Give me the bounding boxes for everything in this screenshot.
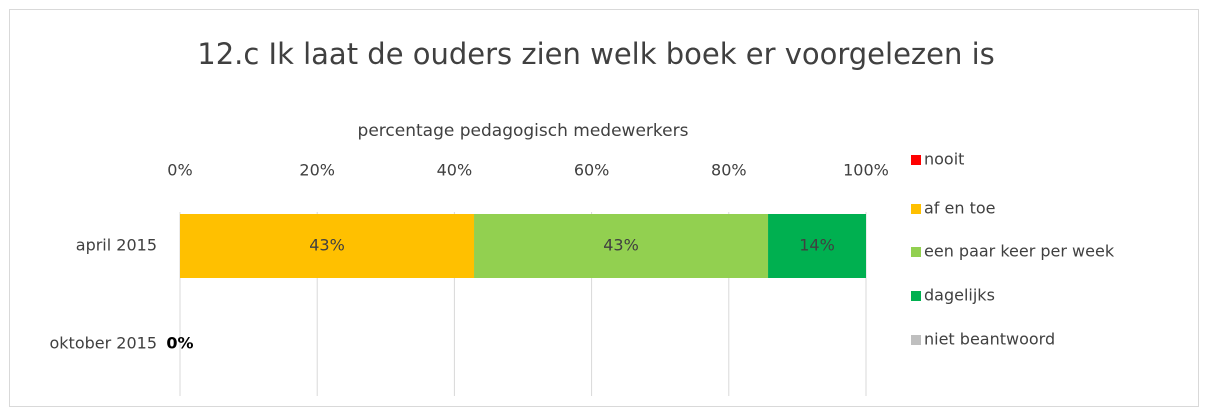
y-tick-label: oktober 2015 [50, 334, 158, 353]
data-label: 0% [166, 334, 193, 353]
legend-swatch [911, 335, 921, 345]
chart-frame [9, 9, 1199, 407]
legend-label: dagelijks [924, 286, 995, 305]
x-tick-label: 20% [299, 161, 335, 180]
data-label: 14% [799, 236, 835, 255]
chart-title: 12.c Ik laat de ouders zien welk boek er… [197, 37, 995, 71]
x-tick-label: 100% [843, 161, 889, 180]
legend-label: niet beantwoord [924, 330, 1055, 349]
legend-swatch [911, 204, 921, 214]
x-tick-label: 0% [167, 161, 192, 180]
data-label: 43% [309, 236, 345, 255]
bar-segment [180, 214, 475, 278]
data-label: 43% [603, 236, 639, 255]
legend-label: een paar keer per week [924, 242, 1115, 261]
axis-title: percentage pedagogisch medewerkers [358, 121, 689, 141]
x-tick-label: 60% [574, 161, 610, 180]
bar-segment [474, 214, 769, 278]
legend-label: nooit [924, 150, 964, 169]
x-tick-label: 80% [711, 161, 747, 180]
legend-label: af en toe [924, 199, 996, 218]
legend-swatch [911, 291, 921, 301]
legend-swatch [911, 247, 921, 257]
x-tick-label: 40% [437, 161, 473, 180]
y-tick-label: april 2015 [76, 236, 157, 255]
bar-segment [768, 214, 866, 278]
legend-swatch [911, 155, 921, 165]
